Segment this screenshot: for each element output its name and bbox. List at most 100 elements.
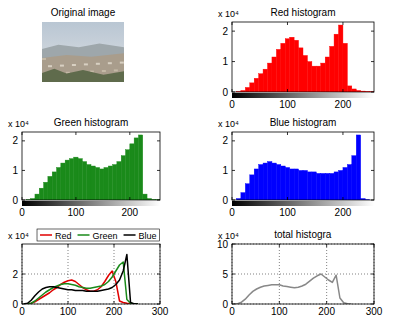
- chart-panel: 0100200012x 10⁴Green histogram: [8, 117, 160, 218]
- histogram-bar: [35, 194, 39, 200]
- x-tick: [129, 132, 130, 135]
- panel-title: Blue histogram: [270, 117, 337, 128]
- histogram-bar: [312, 172, 316, 200]
- histogram-bar: [312, 66, 316, 92]
- histogram-bar: [334, 172, 338, 200]
- grid-line: [326, 244, 327, 304]
- panel-title: Red histogram: [270, 7, 335, 18]
- histogram-bar: [352, 156, 356, 200]
- intensity-strip: [22, 201, 160, 206]
- x-tick: [279, 301, 280, 304]
- x-tick: [374, 244, 375, 247]
- y-tick: [371, 244, 374, 245]
- x-tick-label: 200: [335, 207, 352, 218]
- x-tick: [232, 197, 233, 200]
- histogram-bar: [290, 37, 294, 92]
- x-tick-label: 0: [229, 99, 235, 110]
- y-tick-label: 1: [12, 165, 18, 176]
- plot-frame: [232, 132, 374, 200]
- histogram-bar: [245, 87, 249, 92]
- y-tick-label: 0: [12, 299, 18, 310]
- image-hills: [42, 44, 124, 82]
- image-house: [60, 65, 64, 67]
- histogram-bar: [307, 62, 311, 92]
- y-tick: [157, 140, 160, 141]
- plot-frame: [232, 22, 374, 92]
- histogram-bar: [339, 25, 343, 92]
- figure: Original image0100200012x 10⁴Red histogr…: [0, 0, 393, 327]
- image-house: [102, 70, 106, 72]
- x-tick: [326, 301, 327, 304]
- histogram-bar: [325, 173, 329, 200]
- y-tick: [232, 304, 235, 305]
- y-tick: [371, 304, 374, 305]
- histogram-bar: [52, 172, 56, 200]
- histogram-bar: [285, 167, 289, 200]
- plot-background: [22, 244, 160, 304]
- x-tick-label: 200: [335, 99, 352, 110]
- x-tick: [129, 197, 130, 200]
- histogram-bar: [303, 170, 307, 200]
- plot-background: [232, 132, 374, 200]
- x-tick: [114, 301, 115, 304]
- histogram-bar: [343, 167, 347, 200]
- x-tick: [68, 301, 69, 304]
- y-tick-label: 0: [222, 299, 228, 310]
- legend-box: [37, 229, 160, 241]
- x-tick: [279, 244, 280, 247]
- histogram-bar: [138, 135, 142, 200]
- histogram-bar: [343, 43, 347, 92]
- image-sky: [42, 22, 124, 82]
- legend-label: Red: [55, 231, 72, 241]
- histogram-bar: [268, 63, 272, 92]
- y-tick: [371, 31, 374, 32]
- histogram-bar: [290, 169, 294, 200]
- histogram-bar: [321, 173, 325, 200]
- y-tick-label: 5: [222, 269, 228, 280]
- plot-frame: [22, 244, 160, 304]
- legend-label: Blue: [139, 231, 157, 241]
- y-tick: [371, 170, 374, 171]
- y-tick: [157, 274, 160, 275]
- image-house: [114, 69, 118, 71]
- histogram-bar: [91, 166, 95, 200]
- histogram-bar: [254, 78, 258, 92]
- plot-frame: [22, 132, 160, 200]
- histogram-bar: [294, 40, 298, 92]
- histogram-bar: [121, 156, 125, 200]
- data-group: [234, 274, 351, 304]
- y-tick: [22, 304, 25, 305]
- image-house: [96, 63, 100, 65]
- data-line: [234, 274, 351, 304]
- legend-label: Green: [93, 231, 118, 241]
- intensity-strip: [232, 201, 374, 206]
- y-tick: [232, 140, 235, 141]
- axis-multiplier: x 10⁴: [218, 231, 239, 241]
- histogram-bar: [299, 48, 303, 92]
- histogram-bar: [303, 55, 307, 92]
- histogram-bar: [48, 176, 52, 200]
- y-tick: [371, 140, 374, 141]
- image-house: [72, 64, 76, 66]
- x-tick-label: 100: [271, 306, 288, 317]
- x-tick: [75, 197, 76, 200]
- y-tick: [371, 92, 374, 93]
- histogram-bar: [259, 165, 263, 200]
- y-tick: [232, 92, 235, 93]
- histogram-bar: [74, 157, 78, 200]
- image-panel: Original image: [42, 7, 124, 82]
- x-tick: [287, 89, 288, 92]
- x-tick: [114, 244, 115, 247]
- x-tick: [287, 22, 288, 25]
- legend-swatch: [124, 234, 136, 236]
- x-tick-label: 200: [121, 207, 138, 218]
- histogram-bar: [281, 43, 285, 92]
- histogram-bar: [276, 49, 280, 92]
- histogram-bar: [117, 162, 121, 200]
- histogram-bar: [130, 144, 134, 200]
- y-tick: [371, 200, 374, 201]
- y-tick: [232, 170, 235, 171]
- x-tick: [22, 197, 23, 200]
- histogram-bar: [276, 165, 280, 200]
- histogram-bar: [78, 159, 82, 200]
